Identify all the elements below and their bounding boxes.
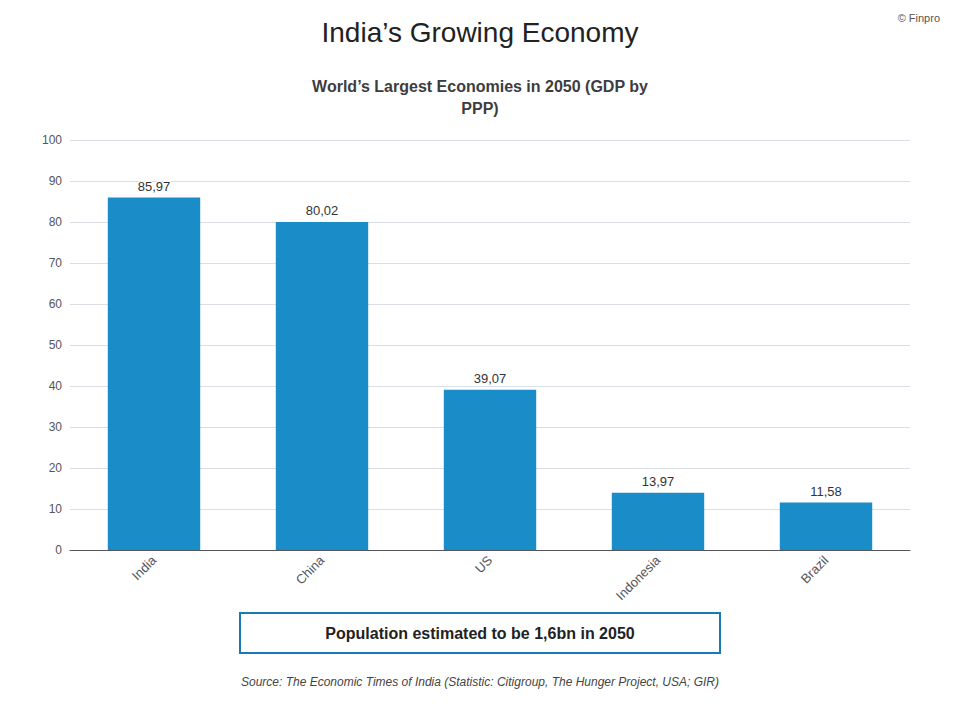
svg-text:30: 30 xyxy=(49,420,63,434)
svg-text:0: 0 xyxy=(55,543,62,557)
svg-text:Brazil: Brazil xyxy=(798,553,832,587)
svg-text:60: 60 xyxy=(49,297,63,311)
svg-text:70: 70 xyxy=(49,256,63,270)
svg-text:PPP): PPP) xyxy=(461,100,498,117)
svg-text:11,58: 11,58 xyxy=(810,484,842,499)
svg-text:39,07: 39,07 xyxy=(474,371,507,386)
svg-text:85,97: 85,97 xyxy=(138,179,171,194)
svg-text:Population estimated to be 1,6: Population estimated to be 1,6bn in 2050 xyxy=(325,625,635,642)
svg-text:10: 10 xyxy=(49,502,63,516)
svg-text:80: 80 xyxy=(49,215,63,229)
svg-text:© Finpro: © Finpro xyxy=(898,12,940,24)
svg-text:World’s Largest Economies in 2: World’s Largest Economies in 2050 (GDP b… xyxy=(312,78,648,95)
svg-text:50: 50 xyxy=(49,338,63,352)
svg-text:13,97: 13,97 xyxy=(642,474,675,489)
svg-text:India: India xyxy=(129,552,160,583)
svg-text:100: 100 xyxy=(42,133,62,147)
svg-text:China: China xyxy=(293,552,328,587)
svg-text:80,02: 80,02 xyxy=(306,203,339,218)
svg-text:US: US xyxy=(472,552,496,576)
svg-text:Indonesia: Indonesia xyxy=(613,552,664,603)
svg-text:40: 40 xyxy=(49,379,63,393)
svg-text:90: 90 xyxy=(49,174,63,188)
svg-text:India’s Growing Economy: India’s Growing Economy xyxy=(322,17,639,48)
svg-text:Source: The Economic Times of: Source: The Economic Times of India (Sta… xyxy=(241,675,719,689)
svg-text:20: 20 xyxy=(49,461,63,475)
